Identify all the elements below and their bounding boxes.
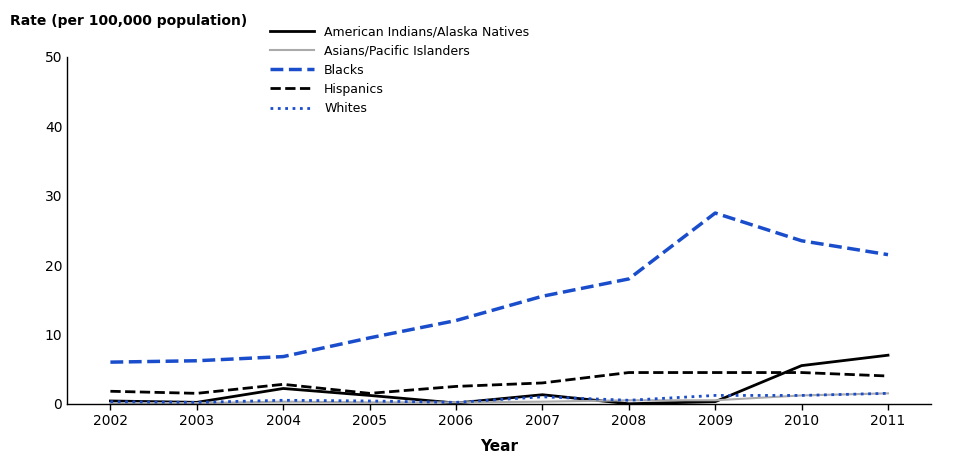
Blacks — [364, 335, 375, 341]
Asians/Pacific Islanders — [623, 398, 635, 403]
Legend: American Indians/Alaska Natives, Asians/Pacific Islanders, Blacks, Hispanics, Wh: American Indians/Alaska Natives, Asians/… — [266, 20, 535, 121]
Line: Hispanics: Hispanics — [110, 372, 888, 393]
Asians/Pacific Islanders — [191, 400, 203, 406]
Asians/Pacific Islanders — [450, 399, 462, 405]
Whites — [450, 399, 462, 405]
American Indians/Alaska Natives — [191, 399, 203, 405]
Hispanics — [709, 370, 721, 375]
American Indians/Alaska Natives — [277, 386, 289, 391]
Asians/Pacific Islanders — [882, 390, 894, 396]
American Indians/Alaska Natives — [364, 392, 375, 398]
Blacks — [191, 358, 203, 363]
Whites — [277, 398, 289, 403]
Blacks — [450, 318, 462, 323]
Asians/Pacific Islanders — [277, 399, 289, 405]
Hispanics — [537, 380, 548, 386]
Whites — [364, 398, 375, 404]
Hispanics — [105, 389, 116, 394]
Blacks — [623, 276, 635, 282]
Whites — [623, 398, 635, 403]
Text: Rate (per 100,000 population): Rate (per 100,000 population) — [10, 14, 247, 28]
American Indians/Alaska Natives — [796, 363, 807, 369]
American Indians/Alaska Natives — [623, 401, 635, 407]
Hispanics — [623, 370, 635, 375]
Whites — [882, 390, 894, 396]
Hispanics — [882, 373, 894, 379]
Blacks — [709, 210, 721, 216]
Hispanics — [450, 384, 462, 389]
Line: American Indians/Alaska Natives: American Indians/Alaska Natives — [110, 355, 888, 404]
American Indians/Alaska Natives — [709, 399, 721, 405]
Hispanics — [191, 390, 203, 396]
Asians/Pacific Islanders — [709, 398, 721, 403]
Whites — [709, 392, 721, 398]
American Indians/Alaska Natives — [537, 392, 548, 398]
Asians/Pacific Islanders — [796, 392, 807, 398]
American Indians/Alaska Natives — [882, 352, 894, 358]
Asians/Pacific Islanders — [364, 399, 375, 405]
Whites — [191, 399, 203, 405]
Whites — [537, 394, 548, 399]
Whites — [105, 399, 116, 405]
X-axis label: Year: Year — [480, 439, 518, 454]
Blacks — [537, 294, 548, 299]
Blacks — [882, 252, 894, 257]
Asians/Pacific Islanders — [537, 399, 548, 405]
American Indians/Alaska Natives — [450, 400, 462, 406]
Blacks — [796, 238, 807, 244]
Whites — [796, 392, 807, 398]
Blacks — [277, 354, 289, 360]
Line: Blacks: Blacks — [110, 213, 888, 362]
Line: Whites: Whites — [110, 393, 888, 402]
American Indians/Alaska Natives — [105, 398, 116, 404]
Hispanics — [364, 390, 375, 396]
Blacks — [105, 359, 116, 365]
Hispanics — [796, 370, 807, 375]
Hispanics — [277, 381, 289, 387]
Line: Asians/Pacific Islanders: Asians/Pacific Islanders — [110, 393, 888, 403]
Asians/Pacific Islanders — [105, 400, 116, 406]
